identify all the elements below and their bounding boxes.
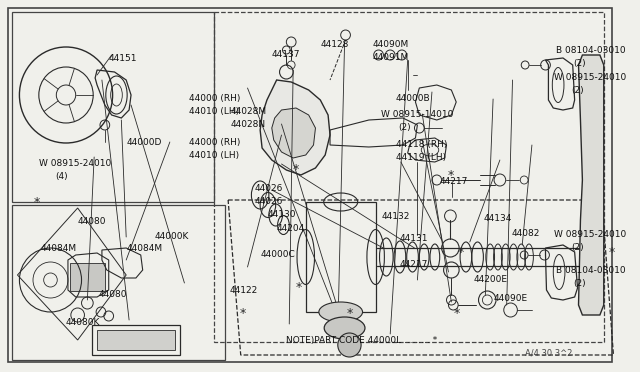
Text: 44151: 44151 <box>109 54 137 63</box>
Text: *: * <box>296 280 302 294</box>
Text: 44028M: 44028M <box>231 107 267 116</box>
Text: *: * <box>346 308 353 321</box>
Text: 44080: 44080 <box>77 217 106 226</box>
Text: 44000 (RH): 44000 (RH) <box>189 94 241 103</box>
Text: 44010 (LH): 44010 (LH) <box>189 151 239 160</box>
Text: 44080: 44080 <box>99 290 127 299</box>
Bar <box>12 12 214 202</box>
Text: (2): (2) <box>573 279 586 288</box>
Text: 44137: 44137 <box>272 50 300 59</box>
Text: 44090M: 44090M <box>372 40 409 49</box>
Text: 44134: 44134 <box>483 214 512 223</box>
Ellipse shape <box>319 302 362 322</box>
Text: W 08915-24010: W 08915-24010 <box>39 159 111 168</box>
Text: 44131: 44131 <box>400 234 428 243</box>
Text: 44217: 44217 <box>400 260 428 269</box>
Polygon shape <box>260 80 330 175</box>
Text: 44010 (LH): 44010 (LH) <box>189 107 239 116</box>
Polygon shape <box>579 55 604 315</box>
Polygon shape <box>272 108 316 158</box>
Text: 44200E: 44200E <box>474 275 508 284</box>
Text: 44084M: 44084M <box>41 244 77 253</box>
Text: 44000K: 44000K <box>154 232 189 241</box>
Text: 44028N: 44028N <box>231 120 266 129</box>
Text: A/4 30 3^2: A/4 30 3^2 <box>525 349 573 358</box>
Text: 44000B: 44000B <box>396 94 431 103</box>
Bar <box>214 12 604 342</box>
Text: 44000D: 44000D <box>126 138 161 147</box>
Text: *: * <box>447 169 454 182</box>
Text: 44119 (LH): 44119 (LH) <box>396 153 446 162</box>
Text: (4): (4) <box>55 172 68 181</box>
Bar <box>70 263 105 291</box>
Text: 44000C: 44000C <box>260 250 295 259</box>
Text: 44084M: 44084M <box>126 244 163 253</box>
Text: (2): (2) <box>572 243 584 252</box>
Text: NOTE)PART CODE 44000L ......... *: NOTE)PART CODE 44000L ......... * <box>286 336 438 345</box>
Text: *: * <box>239 308 246 321</box>
Text: 44026: 44026 <box>254 197 283 206</box>
Bar <box>306 202 376 312</box>
Text: *: * <box>458 246 464 259</box>
Text: *: * <box>454 307 460 320</box>
Text: *: * <box>293 163 299 176</box>
Text: (2): (2) <box>573 59 586 68</box>
Text: B 08104-03010: B 08104-03010 <box>556 46 626 55</box>
Text: B 08104-03010: B 08104-03010 <box>556 266 626 275</box>
Ellipse shape <box>324 317 365 339</box>
Text: (2): (2) <box>398 123 411 132</box>
Text: (2): (2) <box>572 86 584 95</box>
Text: 44132: 44132 <box>381 212 410 221</box>
Text: 44091M: 44091M <box>372 53 409 62</box>
Bar <box>12 205 225 360</box>
Text: *: * <box>34 196 40 208</box>
Text: 44122: 44122 <box>230 286 259 295</box>
Bar <box>92 325 180 355</box>
Bar <box>97 330 175 350</box>
Text: 44080K: 44080K <box>66 318 100 327</box>
Text: W 08915-24010: W 08915-24010 <box>554 230 627 239</box>
Text: 44118 (RH): 44118 (RH) <box>396 140 447 149</box>
Circle shape <box>338 333 361 357</box>
Text: *: * <box>609 246 614 259</box>
Text: 44217: 44217 <box>440 177 468 186</box>
Text: 44082: 44082 <box>511 229 540 238</box>
Text: W 08915-14010: W 08915-14010 <box>381 110 453 119</box>
Text: 44026: 44026 <box>254 184 283 193</box>
Text: 44130: 44130 <box>268 210 296 219</box>
Text: 44000 (RH): 44000 (RH) <box>189 138 241 147</box>
Text: 44090E: 44090E <box>493 294 527 303</box>
Text: 44204: 44204 <box>276 224 305 233</box>
Text: W 08915-24010: W 08915-24010 <box>554 73 627 82</box>
Text: 44128: 44128 <box>320 40 349 49</box>
